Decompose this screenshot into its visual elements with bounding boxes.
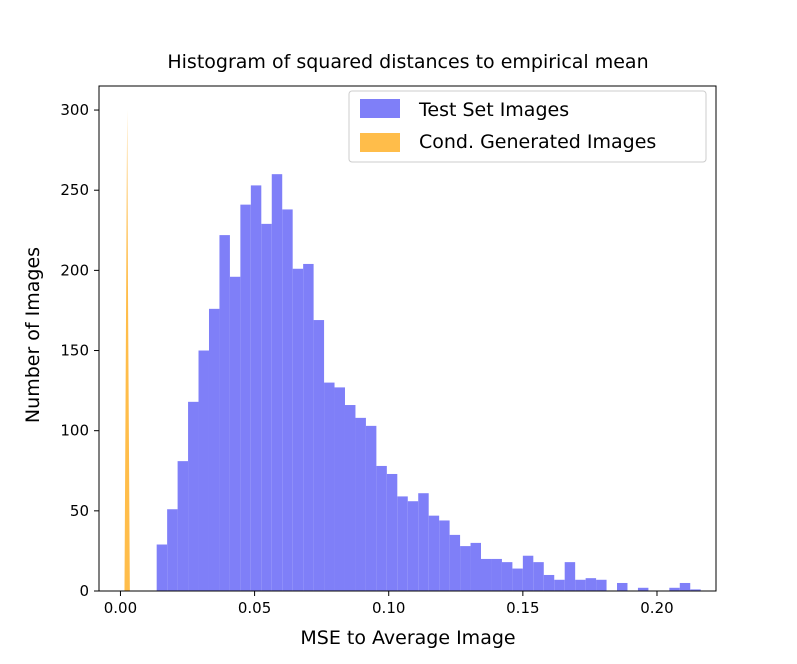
histogram-bar: [376, 465, 387, 591]
histogram-bar: [491, 558, 502, 591]
y-tick-label: 100: [60, 422, 89, 440]
y-axis-label: Number of Images: [22, 247, 44, 423]
histogram-bar: [418, 493, 429, 591]
legend-label-generated: Cond. Generated Images: [419, 131, 656, 153]
y-tick-label: 150: [60, 342, 89, 360]
histogram-bar: [261, 223, 272, 591]
histogram-bar: [386, 473, 398, 591]
histogram-bar: [428, 515, 440, 591]
x-tick-label: 0.20: [640, 599, 673, 617]
histogram-bar: [250, 185, 262, 591]
histogram-bar: [669, 587, 680, 591]
histogram-bar: [449, 534, 461, 591]
legend: Test Set Images Cond. Generated Images: [348, 90, 707, 163]
histogram-bar: [407, 501, 419, 591]
histogram-bar: [439, 520, 450, 591]
histogram-bar: [188, 401, 199, 591]
histogram-bar: [460, 546, 471, 591]
histogram-bar: [637, 587, 649, 591]
histogram-bar: [470, 542, 481, 591]
histogram-bar: [167, 509, 178, 591]
y-tick-label: 250: [60, 181, 89, 199]
histogram-bar: [303, 263, 314, 591]
histogram-bar: [229, 276, 241, 591]
histogram-bar: [156, 544, 168, 591]
histogram-bar: [522, 555, 534, 591]
histogram-bar: [208, 308, 220, 591]
histogram-bar: [177, 461, 189, 591]
histogram-bar: [271, 174, 283, 592]
histogram-bar: [543, 574, 555, 591]
legend-swatch-generated: [360, 133, 400, 152]
histogram-bar: [596, 579, 607, 591]
generated-images-spike: [124, 110, 130, 592]
histogram-bar: [198, 350, 209, 591]
histogram-bar: [313, 320, 325, 591]
chart-title: Histogram of squared distances to empiri…: [167, 51, 648, 73]
histogram-bar: [282, 209, 293, 591]
histogram-bar: [365, 425, 377, 591]
histogram-bar: [334, 387, 345, 591]
y-tick-label: 50: [70, 502, 89, 520]
histogram-bar: [554, 579, 565, 591]
histogram-bar: [219, 235, 230, 591]
histogram-bar: [575, 579, 586, 591]
histogram-bar: [292, 268, 304, 591]
x-tick-label: 0.05: [238, 599, 271, 617]
y-axis-ticks: 0 50 100 150 200 250 300: [60, 101, 99, 600]
axes-frame: [98, 85, 717, 592]
histogram-bar: [533, 562, 544, 591]
histogram-bar: [690, 589, 701, 591]
histogram-bar: [617, 582, 628, 591]
x-axis-label: MSE to Average Image: [300, 627, 515, 649]
x-axis-ticks: 0.00 0.05 0.10 0.15 0.20: [104, 591, 674, 617]
histogram-bar: [355, 417, 366, 591]
histogram-bar: [481, 558, 492, 591]
legend-label-test-set: Test Set Images: [418, 99, 569, 121]
histogram-bar: [512, 568, 523, 591]
histogram-bar: [501, 562, 513, 591]
y-tick-label: 300: [60, 101, 89, 119]
legend-box: [348, 90, 707, 163]
histogram-bar: [679, 582, 691, 591]
y-tick-label: 200: [60, 261, 89, 279]
histogram-bar: [397, 496, 408, 591]
plot-area: [124, 110, 701, 592]
histogram-bar: [324, 382, 335, 591]
histogram-bar: [240, 204, 251, 591]
y-tick-label: 0: [79, 582, 89, 600]
histogram-bar: [564, 562, 576, 591]
x-tick-label: 0.15: [506, 599, 539, 617]
histogram-bar: [345, 405, 356, 591]
x-tick-label: 0.00: [104, 599, 137, 617]
legend-swatch-test-set: [360, 99, 400, 118]
histogram-bar: [585, 578, 597, 591]
x-tick-label: 0.10: [372, 599, 405, 617]
